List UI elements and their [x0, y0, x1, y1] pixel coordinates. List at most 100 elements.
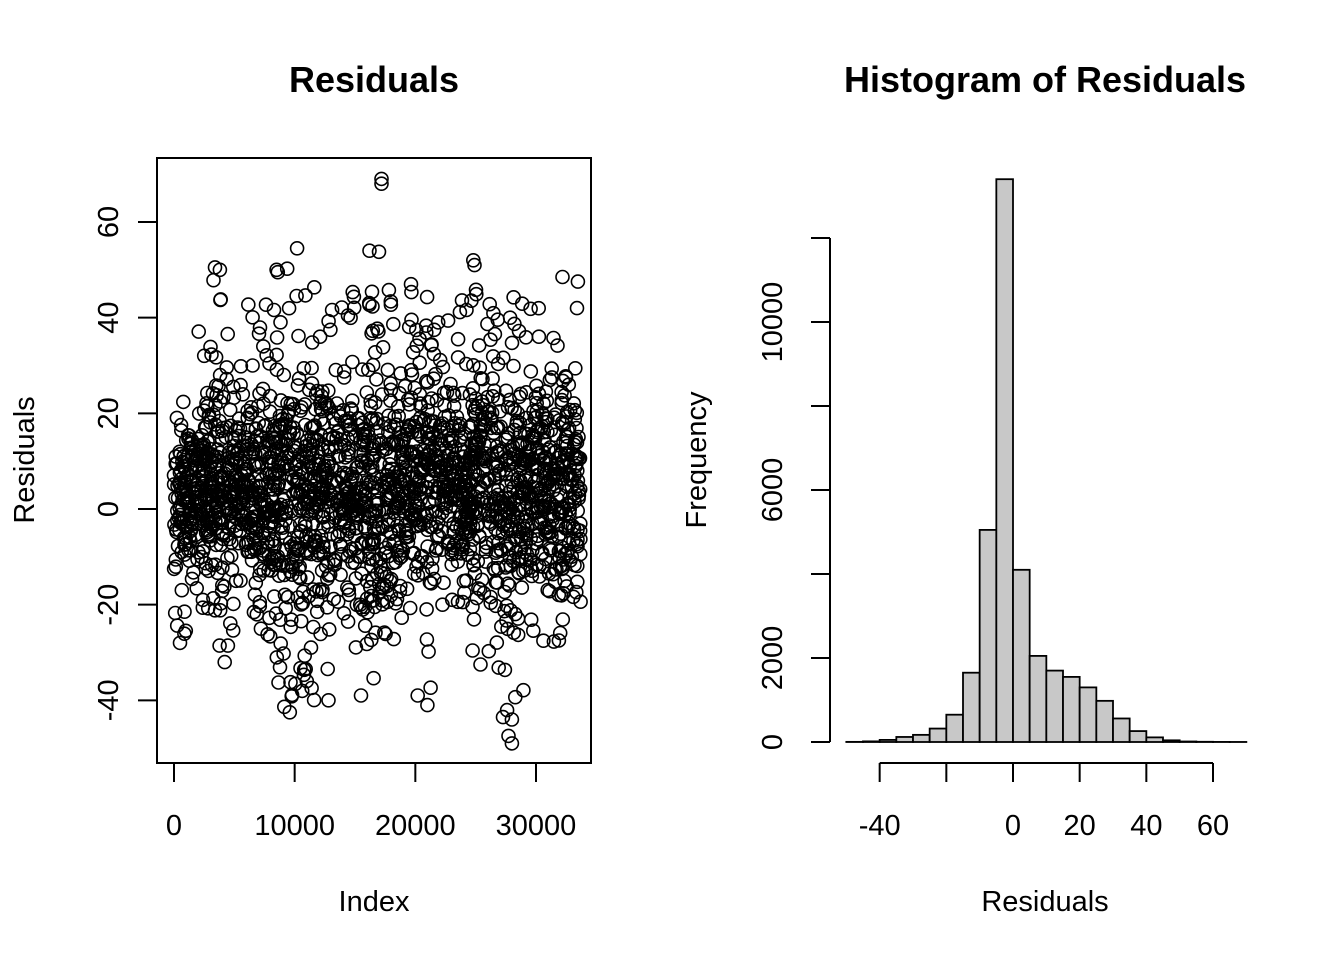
scatter-point	[491, 660, 507, 675]
scatter-outlier-point	[362, 243, 377, 258]
scatter-point	[305, 619, 321, 635]
scatter-point	[478, 409, 493, 425]
scatter-x-axis-label: Index	[339, 886, 410, 918]
scatter-point	[449, 409, 465, 425]
scatter-outlier-point	[467, 257, 482, 273]
scatter-point	[531, 329, 547, 345]
scatter-point	[465, 397, 480, 413]
scatter-point	[204, 516, 219, 532]
scatter-point	[364, 326, 379, 341]
scatter-point	[345, 354, 360, 370]
scatter-point	[275, 558, 291, 574]
scatter-outlier-point	[374, 171, 389, 187]
scatter-point	[383, 294, 399, 309]
histogram-x-tick-label: 20	[1064, 810, 1096, 842]
scatter-point	[435, 359, 451, 375]
scatter-point	[519, 518, 535, 534]
scatter-point	[269, 362, 285, 378]
scatter-point	[328, 362, 344, 378]
scatter-point	[278, 505, 294, 521]
scatter-point	[380, 517, 396, 533]
scatter-point	[450, 331, 466, 347]
scatter-point	[551, 529, 566, 545]
histogram-bar	[1078, 686, 1098, 743]
scatter-point	[383, 587, 399, 603]
scatter-point	[253, 479, 268, 495]
histogram-y-tick-label: 2000	[757, 626, 789, 691]
scatter-point	[471, 581, 486, 596]
scatter-point	[462, 387, 478, 402]
scatter-point	[413, 549, 429, 564]
scatter-point	[357, 618, 373, 634]
scatter-point	[330, 528, 346, 544]
scatter-point	[308, 505, 324, 521]
scatter-point	[471, 338, 487, 353]
scatter-point	[309, 538, 325, 553]
scatter-point	[544, 370, 560, 385]
scatter-point	[569, 435, 585, 450]
scatter-point	[214, 468, 230, 484]
scatter-x-tick-label: 20000	[375, 810, 456, 842]
scatter-point	[178, 623, 194, 639]
scatter-point	[427, 478, 442, 494]
scatter-point	[245, 358, 260, 373]
scatter-point	[420, 403, 436, 418]
scatter-point	[570, 532, 585, 548]
scatter-point	[355, 362, 370, 377]
scatter-point	[369, 372, 384, 387]
scatter-point	[408, 322, 424, 338]
scatter-point	[169, 410, 185, 426]
scatter-point	[468, 502, 484, 517]
histogram-bar	[1012, 568, 1031, 743]
scatter-point	[419, 632, 435, 647]
scatter-point	[501, 728, 516, 744]
scatter-point	[336, 370, 352, 385]
scatter-point	[303, 640, 319, 655]
scatter-point	[466, 404, 482, 419]
scatter-point	[292, 559, 308, 574]
scatter-point	[427, 418, 443, 433]
scatter-point	[312, 582, 327, 597]
scatter-point	[219, 527, 234, 543]
scatter-point	[381, 463, 397, 479]
scatter-point	[553, 504, 569, 520]
scatter-point	[549, 478, 565, 494]
scatter-point	[419, 602, 434, 617]
scatter-point	[487, 326, 503, 342]
scatter-point	[474, 572, 490, 588]
scatter-point	[452, 486, 468, 502]
scatter-point	[311, 496, 326, 512]
scatter-segment	[486, 289, 532, 744]
scatter-point	[547, 427, 563, 443]
histogram-y-tick-label: 0	[757, 734, 789, 750]
scatter-point	[363, 588, 379, 604]
scatter-point	[507, 402, 523, 418]
scatter-point	[256, 527, 272, 543]
scatter-point	[354, 536, 370, 552]
scatter-point	[401, 319, 417, 335]
scatter-point	[212, 638, 227, 653]
scatter-point	[314, 393, 329, 409]
scatter-point	[273, 314, 288, 330]
scatter-point	[556, 585, 571, 601]
scatter-point	[517, 453, 533, 469]
scatter-point	[498, 383, 514, 399]
scatter-point	[204, 347, 219, 362]
scatter-point	[537, 520, 552, 536]
scatter-point	[252, 435, 267, 451]
scatter-point	[404, 367, 420, 382]
scatter-point	[499, 506, 515, 521]
scatter-point	[468, 450, 484, 466]
scatter-segment	[350, 244, 393, 686]
scatter-point	[472, 424, 488, 440]
scatter-point	[213, 596, 229, 611]
scatter-point	[291, 472, 307, 487]
scatter-point	[443, 498, 459, 514]
scatter-point	[493, 619, 509, 634]
scatter-point	[433, 465, 449, 480]
scatter-point	[488, 521, 503, 537]
scatter-point	[290, 543, 305, 559]
scatter-point	[478, 535, 494, 551]
scatter-point	[386, 419, 402, 435]
histogram-y-tick-label: 6000	[757, 458, 789, 523]
